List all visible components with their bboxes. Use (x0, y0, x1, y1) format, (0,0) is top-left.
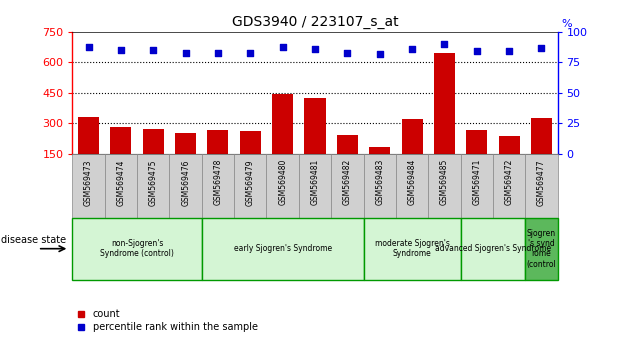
Text: Sjogren
's synd
rome
(control: Sjogren 's synd rome (control (527, 229, 556, 269)
Point (407, 46, 417, 52)
Bar (105, 154, 137, 218)
Bar (110, 126, 132, 184)
Text: GSM569477: GSM569477 (537, 159, 546, 206)
Bar (525, 154, 558, 218)
Text: early Sjogren's Syndrome: early Sjogren's Syndrome (234, 244, 332, 253)
Bar (364, 154, 396, 218)
Bar (266, 154, 299, 218)
Text: GSM569481: GSM569481 (311, 159, 319, 205)
Bar (401, 119, 423, 184)
Text: moderate Sjogren's
Syndrome: moderate Sjogren's Syndrome (375, 239, 449, 258)
Bar (240, 131, 261, 184)
Legend: count, percentile rank within the sample: count, percentile rank within the sample (77, 309, 258, 332)
Bar (202, 218, 364, 280)
Bar (202, 154, 234, 218)
Point (504, 48, 514, 54)
Bar (525, 218, 558, 280)
Bar (461, 218, 525, 280)
Bar (137, 154, 169, 218)
Bar (369, 147, 390, 184)
Point (116, 47, 126, 53)
Point (375, 51, 385, 57)
Bar (461, 154, 493, 218)
Text: GSM569474: GSM569474 (117, 159, 125, 206)
Bar (272, 94, 293, 184)
Point (472, 48, 482, 54)
Point (148, 47, 158, 53)
Bar (78, 118, 99, 184)
Point (84, 44, 94, 49)
Text: GSM569476: GSM569476 (181, 159, 190, 206)
Bar (143, 129, 164, 184)
Bar (207, 130, 229, 184)
Bar (304, 98, 326, 184)
Text: GSM569475: GSM569475 (149, 159, 158, 206)
Bar (434, 53, 455, 184)
Bar (337, 135, 358, 184)
Bar (396, 154, 428, 218)
Text: GSM569485: GSM569485 (440, 159, 449, 205)
Bar (72, 218, 202, 280)
Bar (466, 130, 487, 184)
Bar (331, 154, 364, 218)
Bar (234, 154, 266, 218)
Point (245, 50, 255, 56)
Text: GSM569479: GSM569479 (246, 159, 255, 206)
Bar (72, 154, 105, 218)
Bar (364, 218, 461, 280)
Text: GSM569478: GSM569478 (214, 159, 222, 205)
Text: disease state: disease state (1, 235, 66, 245)
Point (439, 41, 449, 47)
Text: non-Sjogren's
Syndrome (control): non-Sjogren's Syndrome (control) (100, 239, 174, 258)
Bar (498, 136, 520, 184)
Bar (175, 133, 196, 184)
Text: GSM569480: GSM569480 (278, 159, 287, 205)
Bar (299, 154, 331, 218)
Point (310, 46, 320, 52)
Point (536, 45, 546, 51)
Text: %: % (562, 19, 572, 29)
Bar (428, 154, 461, 218)
Text: GSM569473: GSM569473 (84, 159, 93, 206)
Point (181, 50, 191, 56)
Point (278, 44, 288, 49)
Text: advanced Sjogren's Syndrome: advanced Sjogren's Syndrome (435, 244, 551, 253)
Text: GSM569482: GSM569482 (343, 159, 352, 205)
Bar (531, 118, 552, 184)
Bar (169, 154, 202, 218)
Text: GSM569472: GSM569472 (505, 159, 513, 205)
Title: GDS3940 / 223107_s_at: GDS3940 / 223107_s_at (232, 16, 398, 29)
Point (213, 50, 223, 56)
Text: GSM569484: GSM569484 (408, 159, 416, 205)
Text: GSM569483: GSM569483 (375, 159, 384, 205)
Point (342, 50, 352, 56)
Bar (493, 154, 525, 218)
Text: GSM569471: GSM569471 (472, 159, 481, 205)
